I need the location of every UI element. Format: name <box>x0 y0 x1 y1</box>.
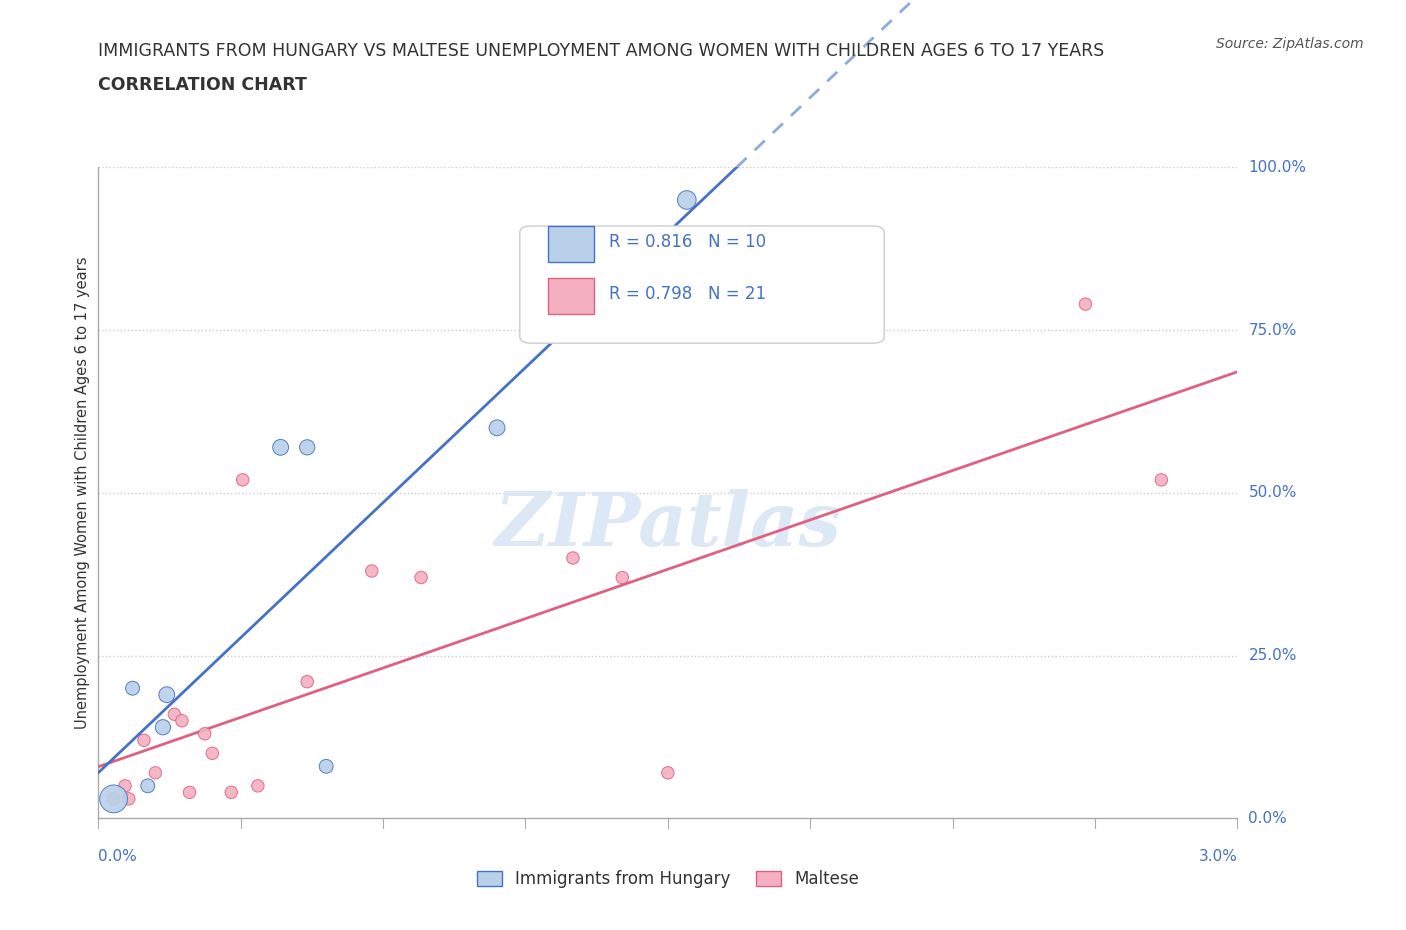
Point <box>219 785 243 800</box>
Point <box>612 570 634 585</box>
Y-axis label: Unemployment Among Women with Children Ages 6 to 17 years: Unemployment Among Women with Children A… <box>75 257 90 729</box>
Point <box>1150 472 1173 487</box>
Point <box>657 765 679 780</box>
Point <box>103 791 125 806</box>
Point <box>132 733 155 748</box>
Point <box>103 791 125 806</box>
Text: R = 0.816   N = 10: R = 0.816 N = 10 <box>609 233 766 251</box>
Point <box>676 193 699 207</box>
Point <box>156 687 179 702</box>
Point <box>194 726 217 741</box>
Point <box>297 674 319 689</box>
Text: 25.0%: 25.0% <box>1249 648 1296 663</box>
Point <box>152 720 174 735</box>
Text: IMMIGRANTS FROM HUNGARY VS MALTESE UNEMPLOYMENT AMONG WOMEN WITH CHILDREN AGES 6: IMMIGRANTS FROM HUNGARY VS MALTESE UNEMP… <box>98 42 1105 60</box>
Point <box>170 713 193 728</box>
Point <box>201 746 224 761</box>
Point <box>136 778 159 793</box>
Text: 0.0%: 0.0% <box>1249 811 1286 826</box>
Text: 0.0%: 0.0% <box>98 849 138 864</box>
Text: 100.0%: 100.0% <box>1249 160 1306 175</box>
Point <box>121 681 143 696</box>
Bar <box>548 226 593 262</box>
Point <box>232 472 254 487</box>
Point <box>270 440 292 455</box>
Point <box>561 551 585 565</box>
Text: CORRELATION CHART: CORRELATION CHART <box>98 76 308 94</box>
Point <box>315 759 337 774</box>
Text: 75.0%: 75.0% <box>1249 323 1296 338</box>
Legend: Immigrants from Hungary, Maltese: Immigrants from Hungary, Maltese <box>470 863 866 895</box>
Text: R = 0.798   N = 21: R = 0.798 N = 21 <box>609 286 766 303</box>
Text: ZIPatlas: ZIPatlas <box>495 489 841 562</box>
Point <box>114 778 136 793</box>
Bar <box>548 278 593 314</box>
Point <box>246 778 269 793</box>
Point <box>1074 297 1097 312</box>
Point <box>163 707 186 722</box>
Point <box>179 785 201 800</box>
Point <box>297 440 319 455</box>
Text: Source: ZipAtlas.com: Source: ZipAtlas.com <box>1216 37 1364 51</box>
FancyBboxPatch shape <box>520 226 884 343</box>
Point <box>145 765 166 780</box>
Text: 50.0%: 50.0% <box>1249 485 1296 500</box>
Point <box>411 570 433 585</box>
Point <box>486 420 509 435</box>
Text: 3.0%: 3.0% <box>1198 849 1237 864</box>
Point <box>360 564 382 578</box>
Point <box>118 791 141 806</box>
